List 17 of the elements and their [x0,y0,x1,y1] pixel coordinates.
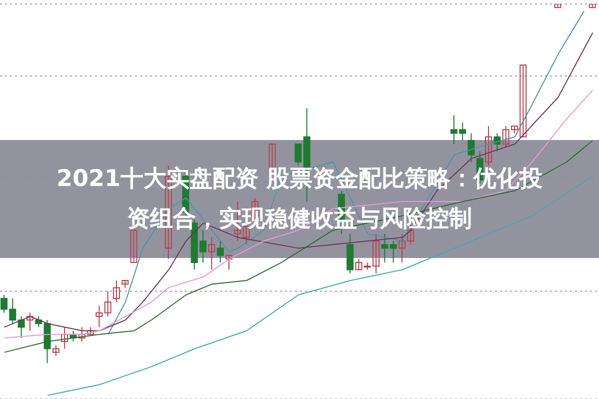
candlestick [52,344,60,356]
candlestick [18,316,25,338]
candlestick [216,240,224,264]
candlestick [104,290,112,317]
candlestick [294,144,302,166]
candlestick [485,126,492,166]
candlestick [208,236,216,270]
candlestick [96,305,103,328]
candlestick [130,230,138,264]
candlestick [112,280,120,303]
candlestick [381,233,388,264]
candlestick [468,132,475,162]
candlestick [26,312,34,332]
candlestick [61,326,68,350]
candlestick [390,240,397,264]
candlestick [225,254,232,270]
candlestick [355,258,362,270]
